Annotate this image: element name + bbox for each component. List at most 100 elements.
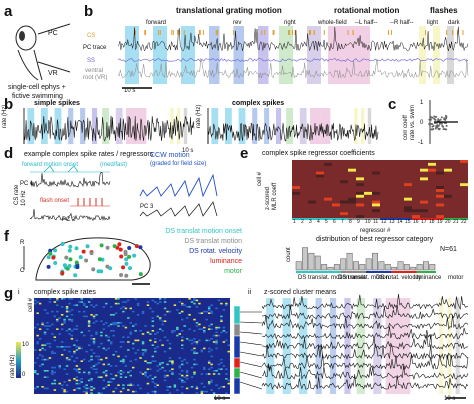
heatmap-cell: [75, 325, 79, 327]
heatmap-cell: [212, 370, 216, 372]
e-xtick: 18: [429, 219, 435, 225]
heatmap-cell: [166, 386, 169, 388]
corr-point: [435, 115, 438, 118]
corr-point: [428, 122, 431, 125]
heatmap-cell: [203, 331, 206, 334]
heatmap-cell: [58, 382, 61, 385]
hist-bar: [353, 261, 359, 271]
heatmap-cell: [53, 382, 57, 385]
cell-dot: [74, 260, 79, 265]
heatmap-cell: [151, 320, 155, 322]
best-regressor-histogram: [295, 247, 436, 273]
heatmap-cell: [134, 358, 137, 361]
category-strip: [380, 218, 412, 220]
heatmap-cell: [158, 362, 162, 364]
heatmap-cell: [163, 376, 167, 378]
heatmap-cell: [178, 378, 181, 380]
heatmap-cell: [122, 310, 125, 313]
pc2-label: PC 2: [62, 217, 76, 223]
heatmap-cell: [161, 320, 164, 322]
cell-dot: [118, 247, 123, 252]
heatmap-cell: [141, 333, 145, 335]
trace: [262, 334, 469, 350]
hist-bar: [321, 264, 328, 271]
heatmap-cell: [227, 350, 230, 353]
heatmap-cell: [136, 304, 140, 306]
e-xtick-row: 1 2 3 4 5 6 7 8 9 10 11 12 13 14 15 16 17 18 19 20 21 22: [292, 219, 468, 227]
panel-label-e: e: [240, 145, 249, 162]
heatmap-cell: [222, 309, 226, 311]
heatmap-cell: [178, 333, 181, 335]
heatmap-cell: [444, 194, 452, 198]
vr-trace-label-2: root (VR): [83, 75, 108, 81]
c-ylabel-1: corr coeff: [403, 115, 409, 140]
heatmap-cell: [210, 355, 213, 358]
heatmap-cell: [73, 350, 76, 353]
heatmap-cell: [132, 310, 135, 313]
heatmap-cell: [73, 368, 76, 370]
f-legend-item: DS rotat. velocity: [189, 248, 242, 255]
trace: [261, 365, 469, 380]
heatmap-cell: [53, 366, 57, 369]
heatmap-cell: [97, 346, 101, 348]
heatmap-cell: [102, 371, 106, 374]
stimulus-band: [264, 108, 270, 144]
heatmap-cell: [102, 363, 106, 366]
pc3-trace: [139, 201, 218, 217]
heatmap-cell: [156, 384, 159, 386]
hist-bar: [365, 258, 372, 271]
heatmap-cell: [114, 322, 118, 324]
heatmap-cell: [75, 376, 79, 378]
heatmap-cell: [124, 326, 128, 329]
trace: [261, 314, 469, 330]
heatmap-cell: [90, 366, 93, 369]
heatmap-cell: [60, 314, 64, 316]
heatmap-cell: [215, 370, 218, 372]
heatmap-cell: [41, 323, 44, 326]
heatmap-cell: [83, 304, 86, 306]
heatmap-cell: [85, 387, 88, 390]
heatmap-cell: [97, 392, 101, 394]
stimulus-band: [433, 26, 440, 84]
heatmap-cell: [178, 365, 181, 367]
heatmap-cell: [210, 379, 213, 382]
heatmap-cell: [195, 387, 199, 390]
heatmap-cell: [151, 344, 155, 346]
corr-point: [428, 118, 431, 121]
heatmap-cell: [92, 342, 96, 345]
heatmap-cell: [151, 325, 155, 327]
heatmap-cell: [203, 310, 206, 313]
corr-point: [431, 125, 434, 128]
heatmap-cell: [60, 354, 64, 356]
heatmap-cell: [134, 390, 137, 393]
heatmap-cell: [166, 363, 169, 366]
stim-r-half-label: --R half--: [390, 20, 414, 26]
heatmap-cell: [203, 326, 206, 329]
heatmap-cell: [132, 347, 135, 350]
e-hist-n: N=61: [440, 246, 457, 253]
heatmap-cell: [195, 342, 199, 345]
corr-point: [439, 118, 442, 121]
heatmap-cell: [46, 328, 49, 330]
heatmap-cell: [90, 389, 93, 391]
panel-a-caption-1: single-cell ephys +: [8, 84, 66, 91]
heatmap-cell: [190, 386, 194, 388]
corr-point: [430, 128, 433, 131]
heatmap-cell: [73, 360, 76, 362]
cell-dot: [123, 252, 128, 257]
heatmap-cell: [198, 328, 201, 330]
heatmap-cell: [92, 387, 96, 390]
heatmap-cell: [38, 338, 42, 340]
heatmap-cell: [95, 333, 98, 335]
heatmap-cell: [95, 304, 98, 306]
heatmap-cell: [340, 200, 348, 204]
heatmap-cell: [34, 362, 37, 364]
cell-dot: [99, 243, 104, 248]
stimulus-band: [279, 26, 293, 84]
heatmap-cell: [340, 212, 348, 216]
cell-dot: [91, 267, 96, 272]
heatmap-cell: [34, 302, 37, 305]
stimulus-band: [439, 298, 444, 394]
heatmap-cell: [80, 298, 83, 300]
heatmap-cell: [141, 354, 145, 356]
